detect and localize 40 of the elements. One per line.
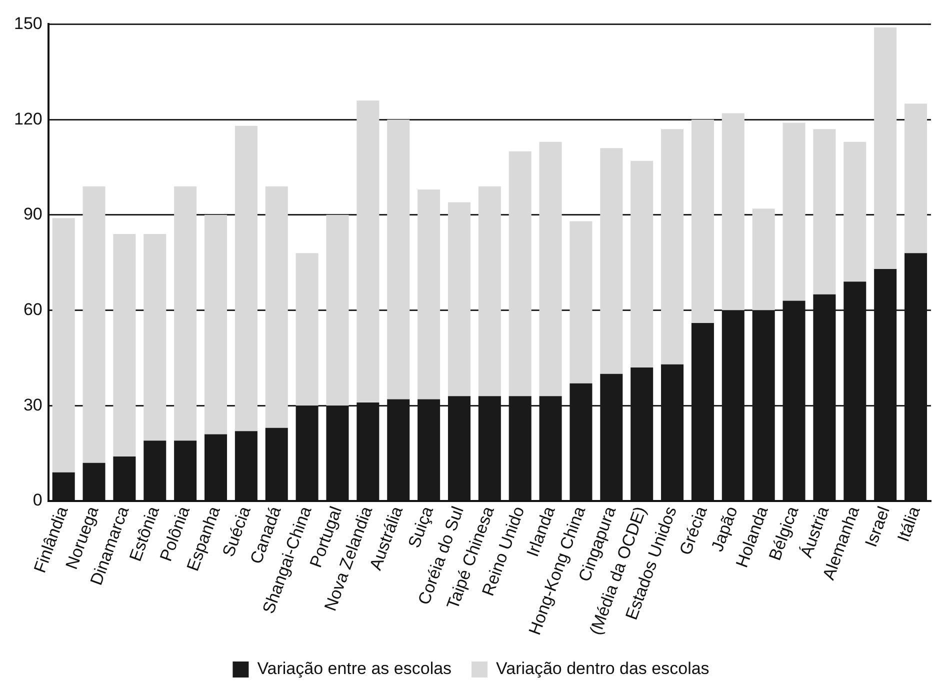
bar [813,129,836,294]
bar [326,214,349,406]
bar [387,120,410,400]
bar [113,234,136,457]
bar [52,218,75,472]
y-tick-label: 30 [23,395,42,414]
bar [418,190,440,400]
y-tick-label: 60 [23,300,42,319]
bar [844,142,866,282]
bar [265,186,288,428]
y-tick-label: 0 [32,490,42,510]
bar [600,148,623,374]
bar [204,214,228,434]
bar [234,126,258,432]
bar [539,142,562,396]
x-tick-label: Suiça [404,503,438,550]
legend-label: Variação entre as escolas [257,659,452,678]
bar [174,186,197,441]
bar [722,113,744,310]
bar [874,27,897,269]
bar [752,208,775,310]
legend-label: Variação dentro das escolas [496,659,710,678]
bar [478,186,501,396]
bar [570,221,592,384]
y-tick-label: 150 [14,14,42,33]
x-tick-label: Israel [861,504,894,550]
bar [661,129,684,364]
bar [356,100,380,402]
bar [508,151,532,396]
bar [82,186,106,463]
bar [448,202,470,396]
bar [691,120,714,324]
y-tick-label: 120 [14,109,42,128]
bar [630,160,654,368]
y-tick-label: 90 [23,204,42,224]
x-tick-label: Itália [894,503,924,544]
bar [782,122,806,301]
bar [296,253,318,406]
bar [904,104,928,254]
bar [144,234,166,441]
